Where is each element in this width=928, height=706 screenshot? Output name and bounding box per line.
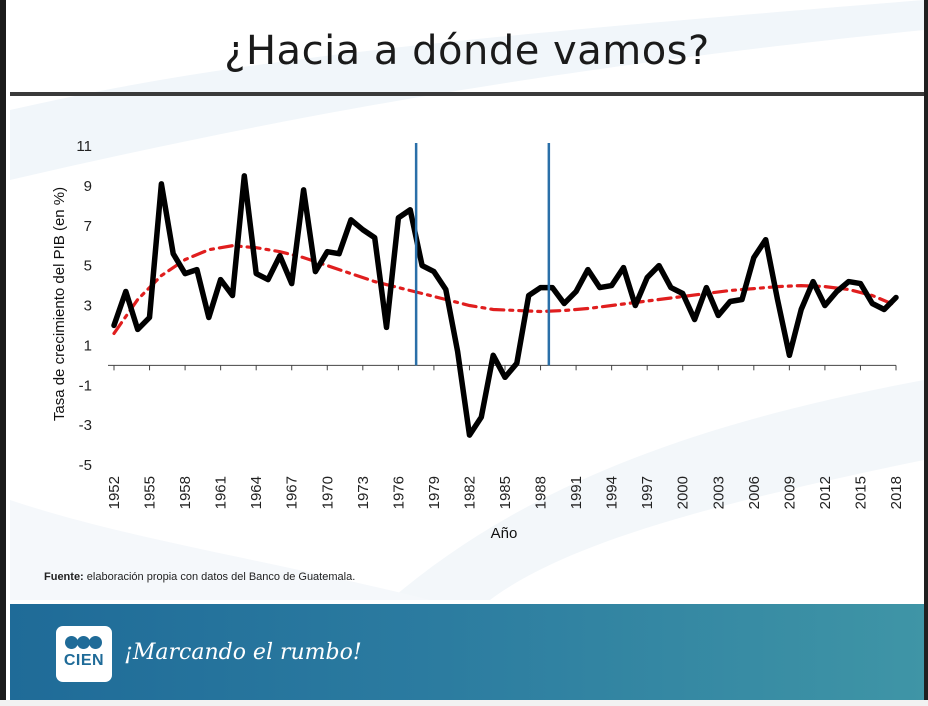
x-tick-label: 1985 [497, 476, 514, 509]
x-tick-label: 1997 [639, 476, 656, 509]
y-tick-label: 5 [84, 258, 92, 275]
source-note: Fuente: elaboración propia con datos del… [44, 571, 355, 583]
bottom-strip [0, 700, 928, 706]
source-text: elaboración propia con datos del Banco d… [83, 571, 356, 583]
x-tick-label: 1973 [355, 476, 372, 509]
slogan: ¡Marcando el rumbo! [124, 640, 362, 665]
x-tick-label: 2009 [781, 476, 798, 509]
cien-logo: CIEN [56, 626, 112, 682]
gdp-growth-chart: 11 9 7 5 3 1 -1 -3 -5 1952 1955 1958 1961 1964 1967 197… [51, 138, 905, 542]
x-tick-label: 2006 [746, 476, 763, 509]
x-axis-title: Año [491, 525, 518, 542]
x-tick-label: 1967 [284, 476, 301, 509]
x-tick-label: 1991 [568, 476, 585, 509]
source-label: Fuente: [44, 571, 84, 583]
slide-left-border [0, 0, 10, 706]
background-swoosh [10, 0, 924, 600]
trend-series-line [112, 244, 898, 335]
x-tick-label: 1970 [319, 476, 336, 509]
y-tick-label: 3 [84, 298, 92, 315]
logo-dots-icon [65, 636, 103, 650]
x-tick-label: 1976 [390, 476, 407, 509]
x-tick-label: 1979 [426, 476, 443, 509]
y-axis-title: Tasa de crecimiento del PIB (en %) [51, 187, 68, 421]
x-tick-label: 2018 [888, 476, 905, 509]
y-tick-label: -5 [79, 457, 92, 474]
title-divider [10, 92, 924, 96]
y-tick-label: 9 [84, 178, 92, 195]
x-tick-label: 1982 [461, 476, 478, 509]
x-tick-label: 2000 [675, 476, 692, 509]
x-tick-label: 1964 [248, 476, 265, 509]
x-tick-label: 1994 [604, 476, 621, 509]
x-tick-label: 1955 [142, 476, 159, 509]
y-tick-label: -3 [79, 417, 92, 434]
gdp-series-line [111, 173, 899, 438]
y-tick-label: 11 [76, 138, 92, 155]
x-tick-label: 1952 [106, 476, 123, 509]
slide-right-border [924, 0, 928, 706]
logo-text: CIEN [63, 652, 105, 669]
x-tick-label: 1988 [533, 476, 550, 509]
y-tick-label: -1 [79, 377, 92, 394]
x-tick-label: 2015 [852, 476, 869, 509]
x-tick-label: 1958 [177, 476, 194, 509]
y-tick-label: 7 [84, 218, 92, 235]
x-tick-label: 2003 [710, 476, 727, 509]
y-tick-label: 1 [84, 337, 92, 354]
footer-band: CIEN ¡Marcando el rumbo! [10, 604, 924, 700]
x-tick-label: 1961 [213, 476, 230, 509]
slide-title: ¿Hacia a dónde vamos? [224, 28, 710, 74]
x-tick-label: 2012 [817, 476, 834, 509]
